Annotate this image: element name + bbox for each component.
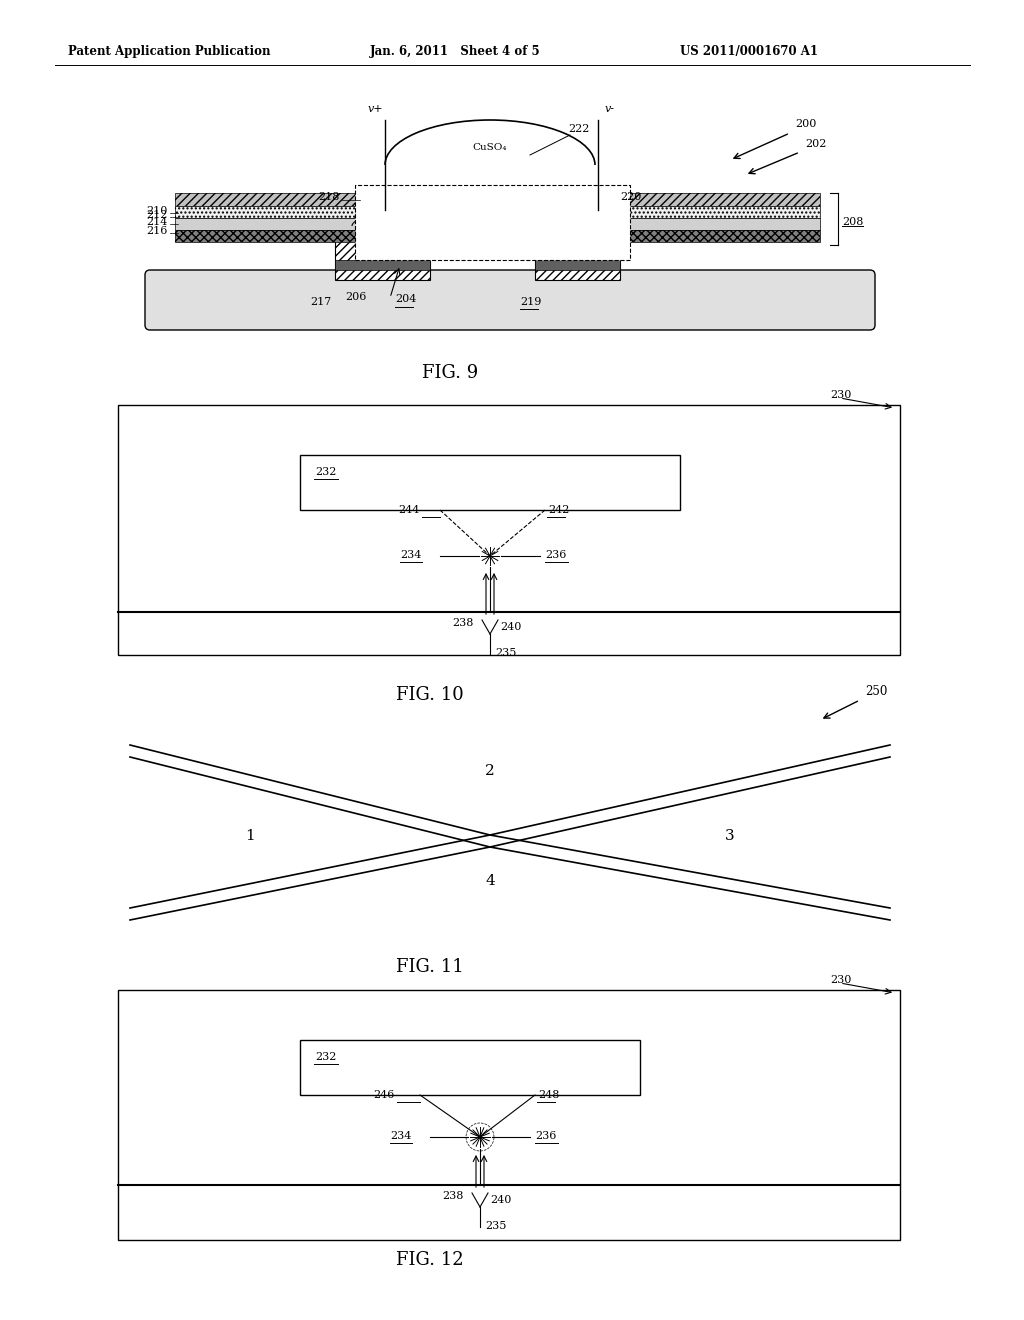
Bar [175,206,430,218]
Text: 232: 232 [315,1052,336,1063]
Text: US 2011/0001670 A1: US 2011/0001670 A1 [680,45,818,58]
Bar [535,206,820,218]
Bar [535,193,820,206]
Text: 236: 236 [545,550,566,560]
Text: FIG. 11: FIG. 11 [396,958,464,975]
Bar [535,224,620,280]
Text: 248: 248 [538,1090,559,1100]
Text: 250: 250 [865,685,888,698]
Bar [535,230,820,242]
Text: 234: 234 [390,1131,412,1140]
Text: 200: 200 [795,119,816,129]
Text: FIG. 12: FIG. 12 [396,1251,464,1269]
Bar [335,224,430,280]
Text: 246: 246 [374,1090,395,1100]
Text: 238: 238 [442,1191,464,1201]
Bar [335,260,430,271]
Bar [535,206,820,218]
Text: 204: 204 [395,294,417,304]
Text: 218: 218 [318,191,340,202]
Text: 216: 216 [146,226,168,236]
Bar [300,1040,640,1096]
Bar [175,230,430,242]
Text: 206: 206 [345,292,367,302]
Bar [355,185,630,260]
Bar [535,218,820,230]
FancyBboxPatch shape [145,271,874,330]
Bar [535,230,820,242]
Text: 238: 238 [452,618,473,628]
Text: 240: 240 [490,1195,511,1205]
Text: 4: 4 [485,874,495,888]
Text: 2: 2 [485,764,495,777]
Bar [175,230,430,242]
Text: 235: 235 [485,1221,507,1232]
Text: 222: 222 [568,124,590,135]
Text: Jan. 6, 2011   Sheet 4 of 5: Jan. 6, 2011 Sheet 4 of 5 [370,45,541,58]
Text: 220: 220 [620,191,641,202]
Text: 232: 232 [315,467,336,477]
Text: 212: 212 [146,210,168,220]
Text: 242: 242 [548,506,569,515]
Text: CuSO₄: CuSO₄ [473,144,507,153]
Text: v-: v- [605,104,615,114]
Bar [118,990,900,1239]
Text: 240: 240 [500,622,521,632]
Text: 234: 234 [400,550,421,560]
Text: FIG. 10: FIG. 10 [396,686,464,704]
Bar [535,224,620,280]
Bar [175,193,430,206]
Text: v+: v+ [368,104,383,114]
Bar [118,405,900,655]
Bar [175,206,430,218]
Text: 230: 230 [830,975,851,985]
Text: 208: 208 [842,216,863,227]
Text: 219: 219 [520,297,542,308]
Text: 217: 217 [310,297,331,308]
Text: 3: 3 [725,829,735,843]
Bar [175,193,430,206]
Text: 214: 214 [146,216,168,227]
Text: 244: 244 [398,506,420,515]
Text: 210: 210 [146,206,168,216]
Text: 230: 230 [830,389,851,400]
Text: FIG. 9: FIG. 9 [422,364,478,381]
Bar [300,455,680,510]
Text: 235: 235 [495,648,516,657]
Text: 202: 202 [805,139,826,149]
Text: Patent Application Publication: Patent Application Publication [68,45,270,58]
Text: 1: 1 [245,829,255,843]
Bar [535,260,620,271]
Bar [335,224,430,280]
Bar [175,218,430,230]
Text: 236: 236 [535,1131,556,1140]
Bar [535,193,820,206]
